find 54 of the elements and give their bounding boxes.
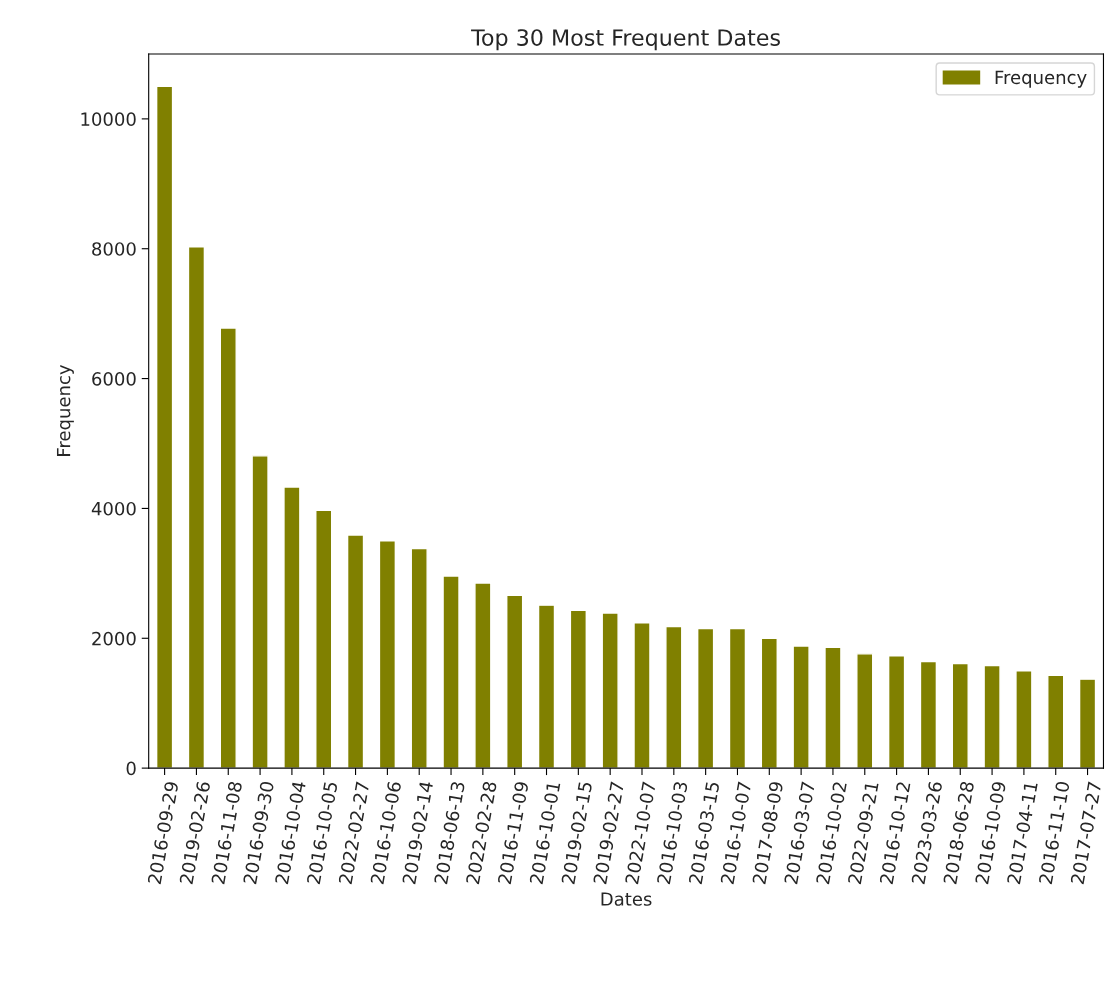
x-tick-label: 2016-10-01: [529, 781, 561, 885]
bar: [346, 534, 365, 769]
x-tick-label: 2016-09-29: [147, 781, 179, 885]
x-tick-label: 2016-11-09: [497, 781, 529, 885]
bar: [887, 655, 906, 769]
bar: [919, 660, 938, 769]
bar: [537, 604, 556, 769]
bar: [633, 621, 651, 769]
bar: [601, 612, 619, 769]
bar: [824, 646, 842, 769]
bar: [792, 645, 810, 769]
x-tick-label: 2016-11-10: [1038, 781, 1070, 885]
bar: [983, 664, 1001, 769]
x-axis-title: Dates: [601, 892, 652, 906]
bar: [219, 327, 237, 769]
x-tick-label: 2017-07-27: [1070, 781, 1102, 885]
bar: [665, 625, 683, 769]
bar: [951, 662, 969, 769]
y-tick-label: 10000: [81, 112, 136, 126]
x-tick-label: 2022-02-27: [338, 781, 370, 885]
y-tick-label: 6000: [92, 372, 136, 386]
bar: [1078, 678, 1097, 769]
bar: [283, 486, 301, 769]
bar: [251, 455, 269, 769]
x-tick-label: 2019-02-27: [593, 781, 625, 885]
y-tick-label: 0: [126, 761, 136, 776]
bar: [696, 627, 715, 769]
bar: [474, 582, 492, 769]
bar: [1015, 670, 1033, 769]
x-tick-label: 2016-03-07: [783, 781, 816, 885]
x-tick-label: 2016-10-07: [720, 781, 752, 885]
x-tick-label: 2022-10-07: [624, 781, 656, 885]
y-tick-label: 2000: [92, 631, 136, 646]
bar: [155, 85, 174, 769]
bar: [442, 575, 460, 769]
y-axis-title: Frequency: [56, 364, 74, 456]
bar: [1047, 674, 1065, 769]
bar: [569, 609, 587, 769]
x-tick-label: 2016-10-09: [974, 781, 1007, 885]
x-tick-label: 2016-10-03: [656, 781, 688, 885]
bar: [760, 637, 778, 769]
bar: [856, 653, 874, 769]
bar: [378, 540, 397, 769]
chart-title: Top 30 Most Frequent Dates: [471, 29, 780, 51]
x-tick-label: 2016-10-05: [306, 781, 338, 885]
bar: [410, 547, 428, 769]
x-tick-label: 2016-03-15: [688, 781, 720, 885]
bar: [315, 509, 333, 769]
bar: [506, 594, 524, 769]
bar: [187, 246, 206, 769]
bar: [728, 627, 747, 769]
y-tick-label: 4000: [91, 501, 136, 516]
y-tick-label: 8000: [92, 242, 136, 256]
legend-label: Frequency: [995, 70, 1087, 88]
